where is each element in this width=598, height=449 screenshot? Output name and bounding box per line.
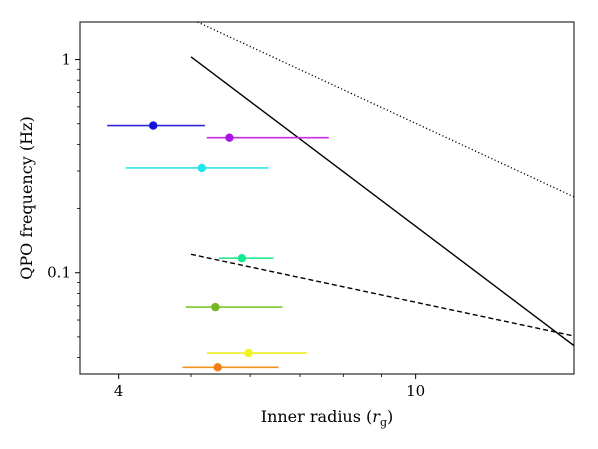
data-point-4 [218, 254, 274, 263]
data-point-7 [182, 363, 279, 372]
point-marker [197, 163, 207, 173]
plot-area [107, 22, 574, 372]
x-axis-label: Inner radius (rg) [261, 407, 393, 429]
point-marker [211, 302, 220, 312]
model-line-solid [190, 56, 574, 347]
y-tick-label: 1 [61, 51, 71, 69]
point-marker [225, 133, 234, 142]
data-point-3 [125, 163, 269, 173]
point-marker [237, 254, 247, 263]
data-point-2 [206, 133, 329, 142]
point-marker [149, 121, 158, 130]
data-point-5 [185, 302, 283, 312]
x-axis-label-var: r [372, 407, 381, 426]
point-marker [213, 363, 222, 372]
plot-frame [79, 21, 575, 375]
data-point-6 [206, 348, 307, 358]
x-axis-label-sub: g [380, 416, 387, 429]
point-marker [244, 348, 253, 358]
data-point-1 [107, 121, 205, 130]
x-axis-label-main: Inner radius ( [261, 407, 373, 426]
x-tick-label: 4 [114, 382, 124, 400]
model-line-dashed [190, 253, 574, 337]
x-axis-label-close: ) [387, 407, 393, 426]
x-tick-label: 10 [406, 382, 425, 400]
model-line-dotted [197, 22, 574, 198]
axis-ticks: 4 10 0.1 1 [47, 51, 425, 400]
y-axis-label: QPO frequency (Hz) [17, 116, 36, 279]
y-tick-label: 0.1 [47, 264, 71, 282]
